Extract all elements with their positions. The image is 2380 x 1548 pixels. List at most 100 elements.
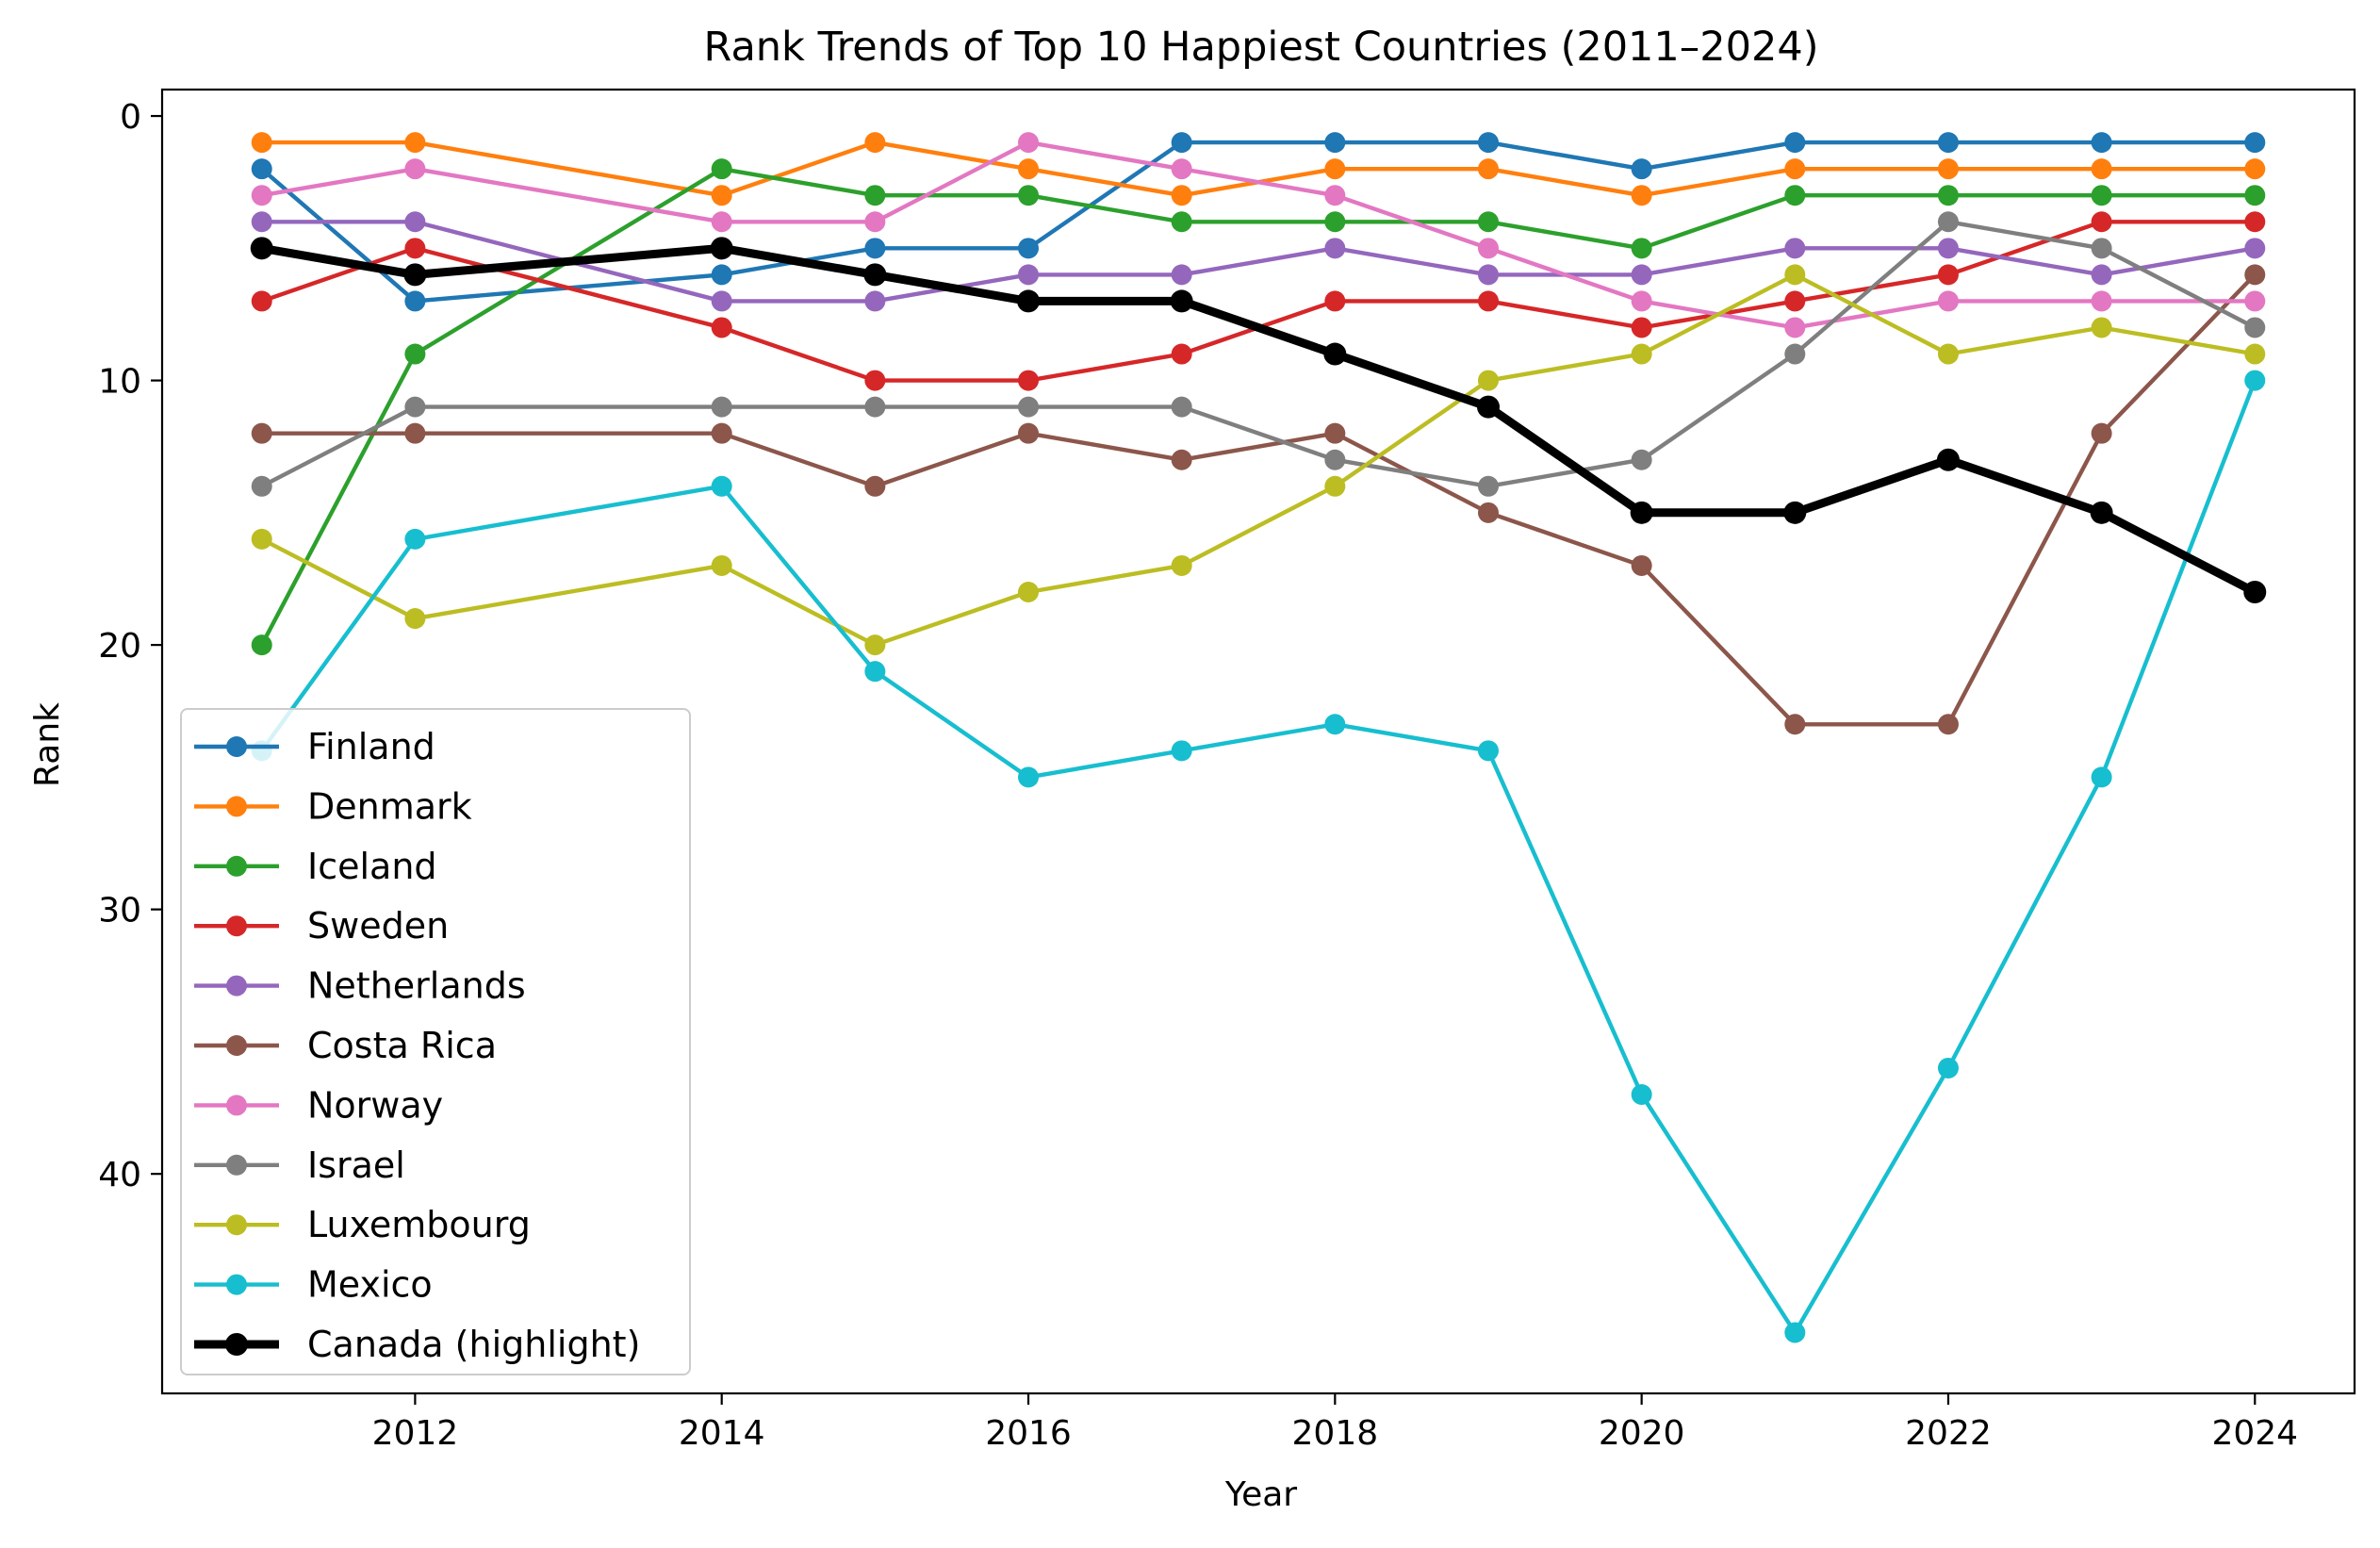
data-point-norway xyxy=(711,211,732,233)
data-point-luxembourg xyxy=(1018,582,1040,603)
data-point-finland xyxy=(1477,132,1499,154)
data-point-denmark xyxy=(1477,158,1499,180)
y-axis-title: Rank xyxy=(28,702,67,787)
data-point-mexico xyxy=(1631,1084,1652,1106)
legend-item-costa-rica: Costa Rica xyxy=(194,1025,497,1066)
data-point-mexico xyxy=(1937,1057,1959,1079)
legend-item-denmark: Denmark xyxy=(194,785,472,827)
legend-box xyxy=(180,708,691,1375)
legend: Finland Denmark Iceland Sweden Netherlands Co… xyxy=(180,708,691,1375)
data-point-israel xyxy=(2244,317,2266,338)
series-finland xyxy=(251,132,2266,312)
legend-item-luxembourg: Luxembourg xyxy=(194,1204,531,1245)
data-point-canada-highlight xyxy=(1476,395,1500,419)
legend-item-finland: Finland xyxy=(194,726,435,767)
series-canada-highlight xyxy=(250,237,2267,604)
data-point-denmark xyxy=(864,132,886,154)
data-point-luxembourg xyxy=(1324,475,1346,497)
data-point-norway xyxy=(1018,132,1040,154)
data-point-iceland xyxy=(404,343,426,365)
data-point-israel xyxy=(404,396,426,418)
data-point-denmark xyxy=(2244,158,2266,180)
data-point-denmark xyxy=(1171,185,1192,206)
legend-label: Netherlands xyxy=(307,965,526,1007)
data-point-luxembourg xyxy=(1171,554,1192,576)
data-point-luxembourg xyxy=(404,608,426,630)
data-point-luxembourg xyxy=(2244,343,2266,365)
data-point-denmark xyxy=(1784,158,1806,180)
data-point-luxembourg xyxy=(251,528,272,550)
data-point-netherlands xyxy=(711,290,732,312)
data-point-sweden xyxy=(1631,317,1652,338)
x-tick-label: 2024 xyxy=(2211,1414,2298,1453)
data-point-canada-highlight xyxy=(1630,501,1653,524)
data-point-costa-rica xyxy=(404,422,426,444)
data-point-netherlands xyxy=(1171,264,1192,286)
data-point-luxembourg xyxy=(864,634,886,656)
legend-label: Sweden xyxy=(307,905,449,947)
data-point-iceland xyxy=(1477,211,1499,233)
data-point-canada-highlight xyxy=(1936,448,1960,471)
y-tick-label: 30 xyxy=(98,892,141,930)
axis-ticks: 2012 2014 2016 2018 2020 2022 2024 0 10 20 30 40 xyxy=(98,98,2298,1453)
data-point-sweden xyxy=(1018,370,1040,391)
legend-label: Norway xyxy=(307,1084,443,1126)
x-tick-label: 2018 xyxy=(1292,1414,1379,1453)
data-point-sweden xyxy=(251,290,272,312)
data-point-iceland xyxy=(864,185,886,206)
data-point-finland xyxy=(1631,158,1652,180)
series-israel xyxy=(251,211,2266,497)
data-point-denmark xyxy=(1324,158,1346,180)
data-point-israel xyxy=(864,396,886,418)
data-point-sweden xyxy=(1324,290,1346,312)
data-point-finland xyxy=(1784,132,1806,154)
y-tick-label: 20 xyxy=(98,627,141,666)
data-point-mexico xyxy=(1018,766,1040,788)
data-point-norway xyxy=(1784,317,1806,338)
series-luxembourg xyxy=(251,264,2266,656)
legend-item-sweden: Sweden xyxy=(194,905,449,947)
data-point-israel xyxy=(2091,238,2112,259)
data-point-norway xyxy=(864,211,886,233)
data-point-denmark xyxy=(1631,185,1652,206)
data-point-israel xyxy=(1324,449,1346,470)
data-point-costa-rica xyxy=(251,422,272,444)
series-layer xyxy=(250,132,2267,1343)
legend-marker-swatch xyxy=(226,1154,247,1176)
legend-marker-swatch xyxy=(226,915,247,937)
data-point-luxembourg xyxy=(2091,317,2112,338)
data-point-israel xyxy=(1784,343,1806,365)
legend-item-netherlands: Netherlands xyxy=(194,965,526,1007)
data-point-luxembourg xyxy=(1784,264,1806,286)
data-point-mexico xyxy=(1324,714,1346,735)
series-iceland xyxy=(251,158,2266,656)
data-point-denmark xyxy=(251,132,272,154)
x-tick-label: 2014 xyxy=(679,1414,765,1453)
data-point-costa-rica xyxy=(1477,502,1499,523)
data-point-luxembourg xyxy=(711,554,732,576)
series-netherlands xyxy=(251,211,2266,312)
chart-title: Rank Trends of Top 10 Happiest Countries… xyxy=(704,24,1819,71)
data-point-iceland xyxy=(1784,185,1806,206)
data-point-norway xyxy=(1171,158,1192,180)
y-tick-label: 10 xyxy=(98,363,141,402)
data-point-costa-rica xyxy=(1171,449,1192,470)
data-point-norway xyxy=(404,158,426,180)
data-point-finland xyxy=(711,264,732,286)
data-point-iceland xyxy=(1171,211,1192,233)
data-point-denmark xyxy=(711,185,732,206)
data-point-netherlands xyxy=(1018,264,1040,286)
data-point-canada-highlight xyxy=(710,237,733,260)
data-point-canada-highlight xyxy=(403,263,427,287)
data-point-netherlands xyxy=(1477,264,1499,286)
legend-label: Canada (highlight) xyxy=(307,1324,640,1365)
legend-marker-swatch xyxy=(226,1035,247,1056)
data-point-mexico xyxy=(1477,740,1499,762)
x-tick-label: 2020 xyxy=(1599,1414,1685,1453)
data-point-iceland xyxy=(2091,185,2112,206)
series-norway xyxy=(251,132,2266,338)
data-point-costa-rica xyxy=(1631,554,1652,576)
data-point-norway xyxy=(1324,185,1346,206)
legend-marker-swatch xyxy=(226,975,247,996)
